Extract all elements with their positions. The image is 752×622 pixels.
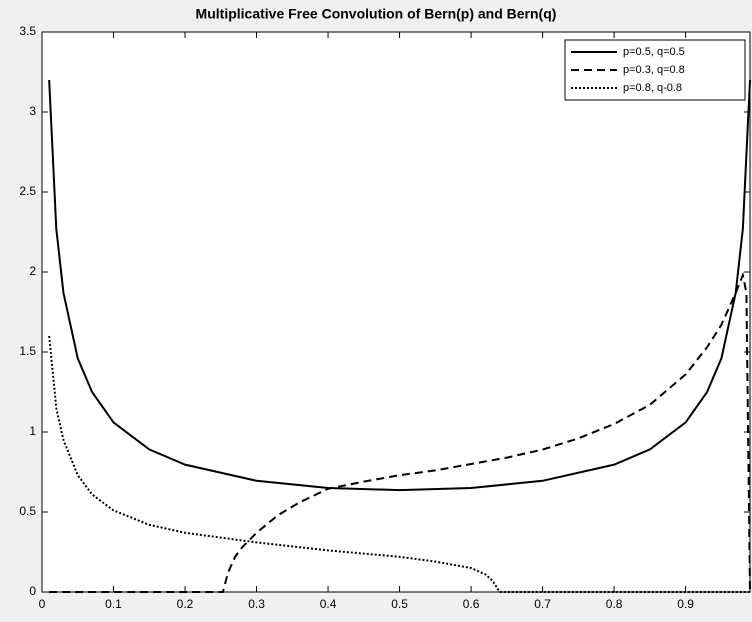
legend-box xyxy=(564,39,746,101)
legend-label: p=0.5, q=0.5 xyxy=(623,46,685,58)
series-line xyxy=(48,79,751,492)
legend-label: p=0.8, q-0.8 xyxy=(623,82,682,94)
legend-label: p=0.3, q=0.8 xyxy=(623,64,685,76)
y-tick-label: 0 xyxy=(29,584,36,598)
x-tick-label: 0.8 xyxy=(606,597,623,611)
x-tick-label: 0.6 xyxy=(463,597,480,611)
x-tick-label: 0 xyxy=(39,597,46,611)
x-tick-label: 0.3 xyxy=(248,597,265,611)
y-tick-label: 1.5 xyxy=(19,344,36,358)
x-tick-label: 0.5 xyxy=(391,597,408,611)
y-tick-label: 3.5 xyxy=(19,24,36,38)
x-tick-label: 0.2 xyxy=(177,597,194,611)
y-tick-label: 2 xyxy=(29,264,36,278)
plot-area xyxy=(41,31,751,593)
series-line xyxy=(49,271,751,593)
y-tick-label: 1 xyxy=(29,424,36,438)
y-tick-label: 3 xyxy=(29,104,36,118)
series-line xyxy=(48,335,750,593)
y-tick-label: 2.5 xyxy=(19,184,36,198)
x-tick-label: 0.1 xyxy=(105,597,122,611)
x-tick-label: 0.7 xyxy=(534,597,551,611)
chart-title: Multiplicative Free Convolution of Bern(… xyxy=(196,6,557,22)
y-tick-label: 0.5 xyxy=(19,504,36,518)
x-tick-label: 0.9 xyxy=(677,597,694,611)
x-tick-label: 0.4 xyxy=(320,597,337,611)
